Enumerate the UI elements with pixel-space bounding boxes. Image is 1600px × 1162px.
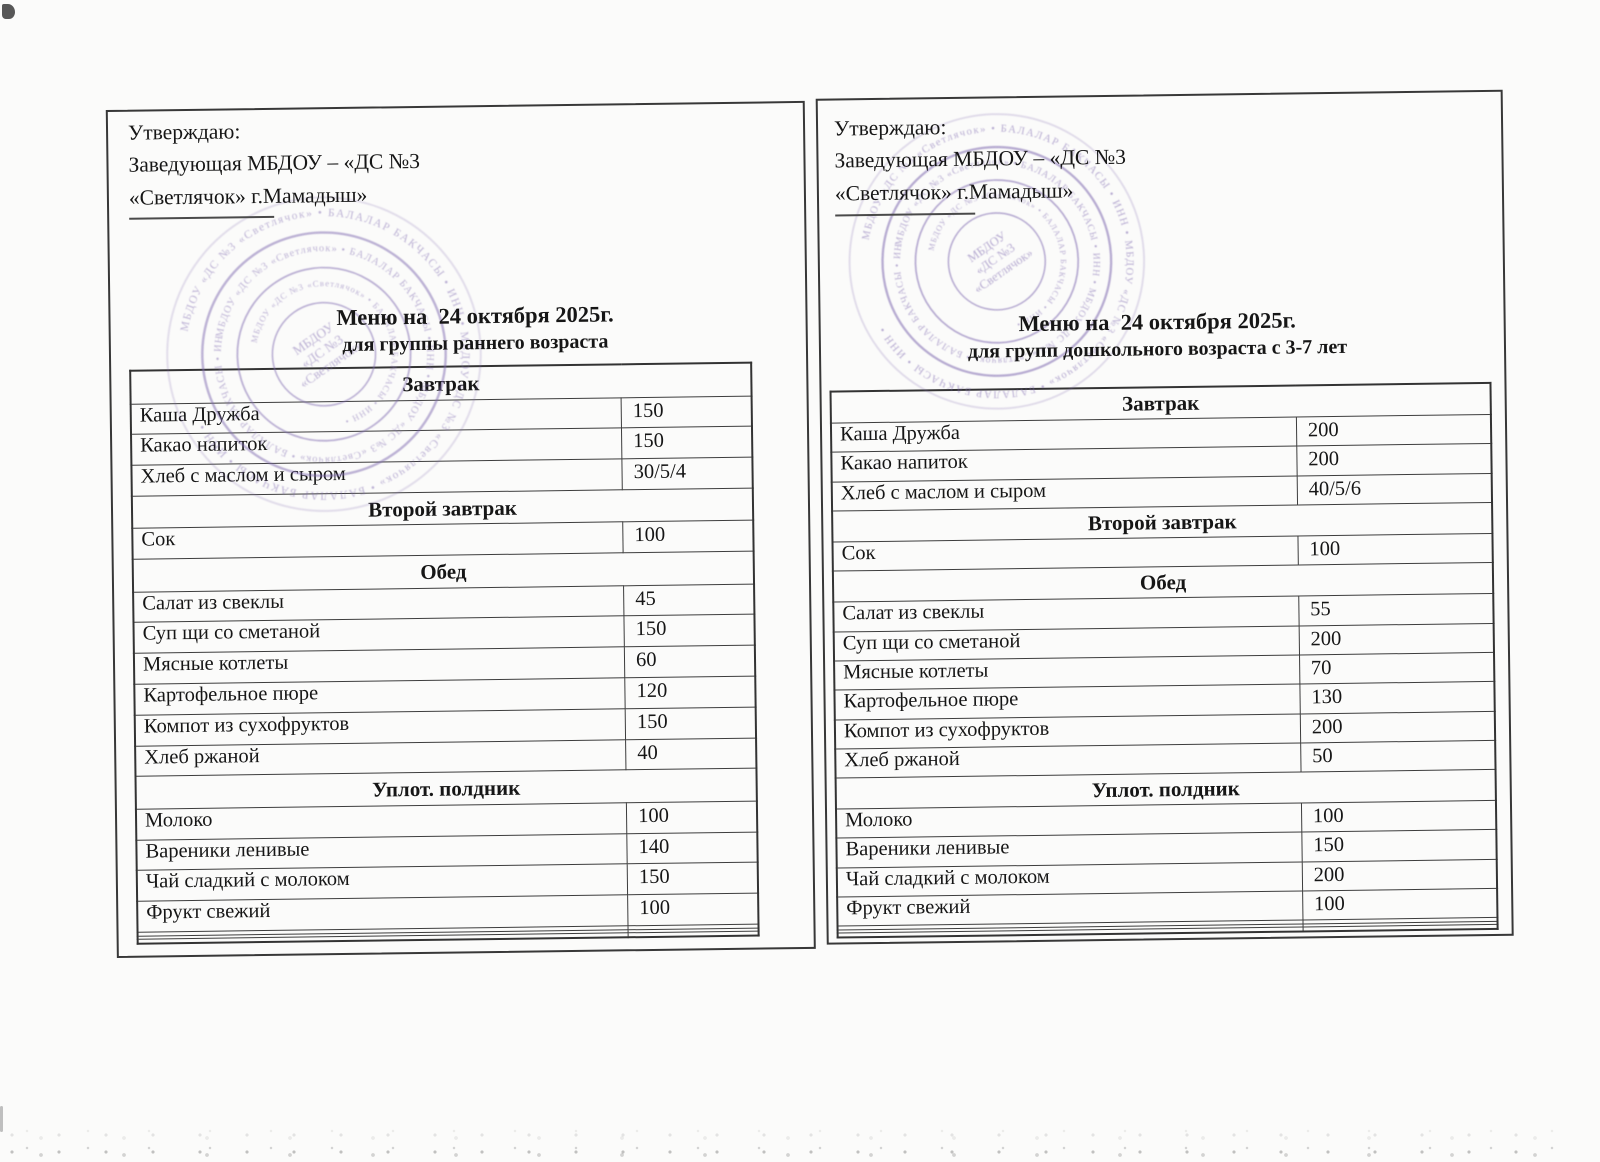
approval-line: Заведующая МБДОУ – «ДС №3 [128, 149, 421, 178]
approval-line: Утверждаю: [127, 119, 241, 145]
signature-line [129, 215, 275, 220]
dish-qty: 55 [1298, 593, 1494, 626]
menu-table-early-age: Завтрак Каша Дружба 150 Какао напиток 150 Хле… [129, 361, 760, 945]
dish-qty: 200 [1296, 443, 1492, 476]
dish-qty: 30/5/4 [621, 457, 753, 490]
dish-qty: 50 [1300, 740, 1496, 773]
menu-block-preschool: МБДОУ «ДС №3 «Светлячок» • БАЛАЛАР БАКЧА… [815, 75, 1514, 945]
dish-qty: 200 [1296, 414, 1492, 447]
dish-qty: 40 [625, 737, 757, 771]
approval-line: Утверждаю: [833, 115, 947, 141]
svg-text:«Светлячок»: «Светлячок» [971, 246, 1035, 296]
svg-text:МБДОУ: МБДОУ [965, 229, 1009, 266]
dish-qty: 40/5/6 [1296, 473, 1493, 505]
dish-qty: 130 [1299, 681, 1495, 714]
scan-corner-artifact [2, 4, 15, 19]
approval-text: Утверждаю: Заведующая МБДОУ – «ДС №3 «Св… [834, 109, 1127, 210]
approval-line: «Светлячок» г.Мамадыш» [128, 182, 368, 210]
signature-line [835, 212, 976, 217]
dish-qty: 140 [626, 831, 758, 865]
dish-qty: 200 [1300, 710, 1496, 743]
dish-qty: 70 [1299, 652, 1495, 685]
dish-qty: 150 [627, 862, 759, 895]
approval-text: Утверждаю: Заведующая МБДОУ – «ДС №3 «Св… [128, 113, 421, 214]
approval-line: Заведующая МБДОУ – «ДС №3 [834, 144, 1127, 173]
page-subtitle: для групп дошкольного возраста с 3-7 лет [967, 335, 1348, 363]
dish-qty: 60 [624, 645, 756, 678]
scan-edge-artifact [0, 1106, 3, 1132]
dish-qty: 200 [1302, 859, 1498, 892]
menu-title-block: Меню на 24 октября 2025г. для группы ран… [150, 299, 800, 359]
menu-block-early-age: МБДОУ «ДС №3 «Светлячок» • БАЛАЛАР БАКЧА… [105, 100, 816, 958]
menu-table-preschool: Завтрак Каша Дружба 200 Какао напиток 200 Хле… [829, 381, 1499, 939]
dish-qty: 120 [624, 676, 756, 709]
dish-qty: 150 [621, 395, 752, 429]
dish-qty: 100 [1301, 800, 1497, 833]
dish-qty: 150 [625, 706, 757, 740]
dish-qty: 100 [626, 800, 758, 834]
approval-line: «Светлячок» г.Мамадыш» [834, 177, 1074, 206]
dish-qty: 150 [621, 426, 753, 459]
page-subtitle: для группы раннего возраста [342, 330, 609, 356]
dish-qty [628, 931, 759, 938]
menu-title-block: Меню на 24 октября 2025г. для групп дошк… [831, 305, 1485, 366]
dish-qty: 100 [622, 520, 754, 554]
scan-noise [8, 1145, 1560, 1159]
dish-qty: 100 [1297, 533, 1493, 566]
dish-qty: 150 [1301, 829, 1497, 862]
scan-noise [8, 1128, 1560, 1142]
dish-qty: 200 [1298, 623, 1494, 655]
dish-qty: 100 [627, 893, 759, 926]
dish-qty: 45 [623, 583, 755, 617]
dish-qty: 100 [1302, 888, 1498, 921]
dish-qty: 150 [624, 614, 755, 648]
svg-text:«ДС №3: «ДС №3 [973, 240, 1018, 277]
